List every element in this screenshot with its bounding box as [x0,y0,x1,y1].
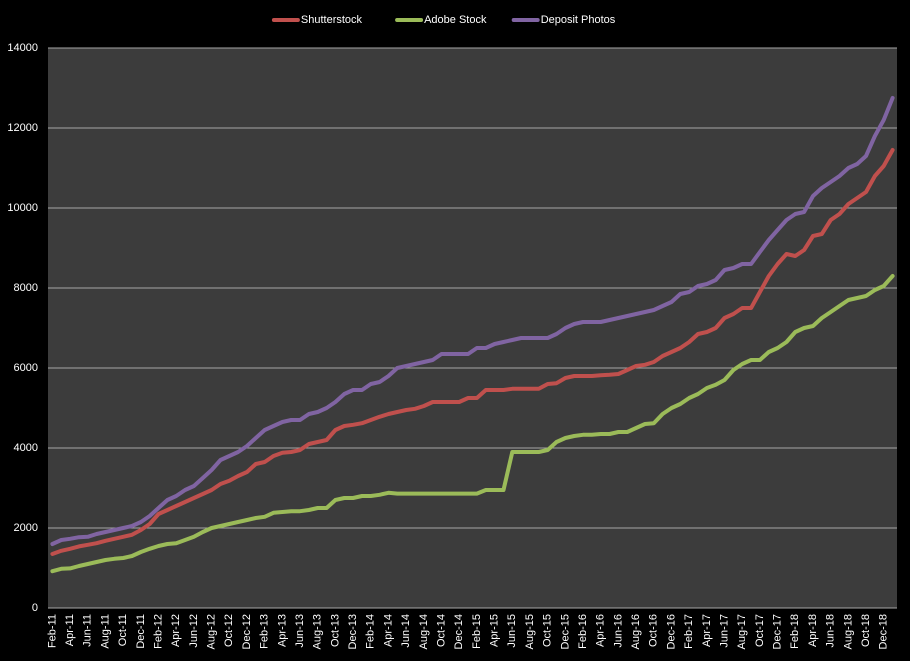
x-tick-label: Dec-17 [772,614,784,649]
x-tick-label: Feb-12 [152,614,164,649]
x-tick-label: Dec-11 [135,614,147,649]
x-tick-label: Feb-14 [365,614,377,649]
x-tick-label: Jun-12 [188,614,200,648]
x-tick-label: Aug-18 [842,614,854,649]
x-tick-label: Oct-13 [329,614,341,647]
x-tick-label: Aug-11 [99,614,111,649]
x-tick-label: Feb-15 [471,614,483,649]
x-tick-label: Apr-13 [276,614,288,647]
plot-area [48,48,897,608]
x-tick-label: Dec-13 [347,614,359,649]
series-line [50,148,895,556]
x-tick-label: Oct-12 [223,614,235,647]
x-tick-label: Aug-14 [418,614,430,649]
x-tick-label: Dec-15 [559,614,571,649]
x-tick-label: Oct-15 [542,614,554,647]
x-tick-label: Aug-12 [206,614,218,649]
x-tick-label: Oct-16 [648,614,660,647]
y-tick-label: 10000 [7,202,38,214]
x-tick-label: Aug-16 [630,614,642,649]
x-tick-label: Oct-18 [860,614,872,647]
x-tick-label: Jun-14 [400,614,412,648]
legend-label: Deposit Photos [541,14,616,26]
x-tick-label: Feb-11 [46,614,58,648]
x-tick-label: Feb-17 [683,614,695,649]
y-tick-label: 0 [32,602,38,614]
y-tick-label: 14000 [7,42,38,54]
x-tick-label: Apr-15 [489,614,501,647]
x-tick-label: Jun-17 [718,614,730,648]
x-tick-label: Jun-11 [82,614,94,647]
x-tick-label: Aug-15 [524,614,536,649]
x-tick-label: Oct-14 [435,614,447,647]
y-tick-label: 6000 [14,362,38,374]
series-line [50,96,895,546]
y-tick-label: 4000 [14,442,38,454]
legend-label: Shutterstock [301,14,363,26]
x-tick-label: Feb-13 [259,614,271,649]
x-tick-label: Aug-13 [312,614,324,649]
x-tick-label: Dec-16 [665,614,677,649]
x-tick-label: Feb-18 [789,614,801,649]
x-tick-label: Jun-18 [825,614,837,648]
x-tick-label: Dec-18 [878,614,890,649]
x-tick-label: Apr-11 [64,614,76,646]
x-tick-label: Apr-17 [701,614,713,647]
y-tick-label: 2000 [14,522,38,534]
x-tick-label: Jun-16 [612,614,624,648]
x-tick-label: Feb-16 [577,614,589,649]
y-tick-label: 8000 [14,282,38,294]
x-tick-label: Apr-16 [595,614,607,647]
x-tick-label: Dec-14 [453,614,465,649]
x-tick-label: Dec-12 [241,614,253,649]
x-tick-label: Aug-17 [736,614,748,649]
x-tick-label: Apr-14 [382,614,394,647]
x-tick-label: Oct-11 [117,614,129,646]
legend-label: Adobe Stock [424,14,487,26]
x-tick-label: Apr-18 [807,614,819,647]
series-line [50,274,895,574]
x-tick-label: Jun-15 [506,614,518,648]
x-tick-label: Oct-17 [754,614,766,647]
y-tick-label: 12000 [7,122,38,134]
x-tick-label: Jun-13 [294,614,306,648]
x-tick-label: Apr-12 [170,614,182,647]
